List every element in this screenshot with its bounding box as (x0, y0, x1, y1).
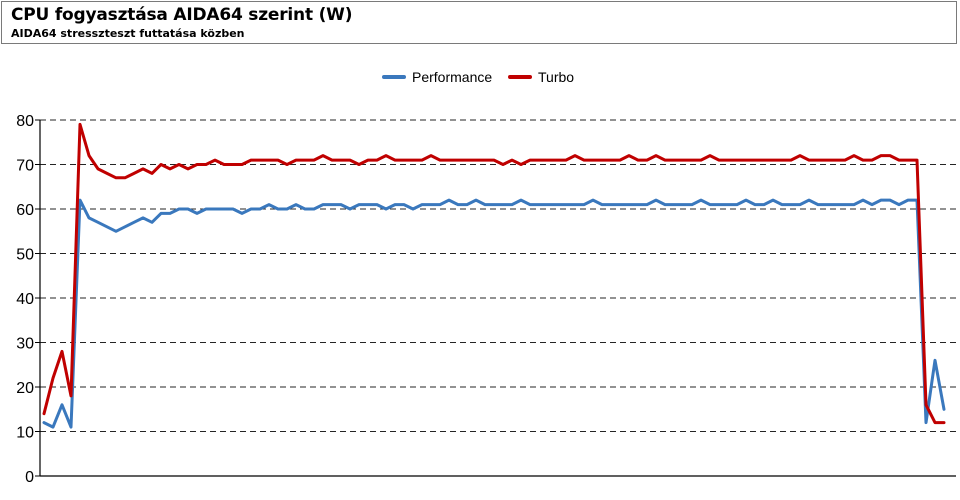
y-tick-label-70: 70 (16, 158, 34, 175)
y-tick-label-60: 60 (16, 202, 34, 219)
series-line-turbo (42, 122, 946, 425)
legend-label-turbo: Turbo (538, 69, 574, 85)
y-tick-label-20: 20 (16, 380, 34, 397)
series-lines (42, 122, 946, 429)
y-tick-label-0: 0 (25, 469, 34, 486)
legend-label-performance: Performance (412, 69, 492, 85)
y-tick-label-50: 50 (16, 247, 34, 264)
legend: Performance Turbo (382, 69, 574, 85)
chart-header: CPU fogyasztása AIDA64 szerint (W) AIDA6… (1, 1, 957, 44)
y-axis-ticks: 0 10 20 30 40 50 60 70 80 (16, 113, 40, 486)
y-tick-label-80: 80 (16, 113, 34, 130)
y-tick-label-30: 30 (16, 336, 34, 353)
axes (39, 120, 956, 477)
y-tick-label-40: 40 (16, 291, 34, 308)
series-line-performance (42, 198, 946, 429)
chart-subtitle: AIDA64 stresszteszt futtatása közben (11, 27, 245, 40)
grid-lines (40, 119, 956, 432)
y-tick-label-10: 10 (16, 425, 34, 442)
chart-title: CPU fogyasztása AIDA64 szerint (W) (11, 5, 353, 25)
